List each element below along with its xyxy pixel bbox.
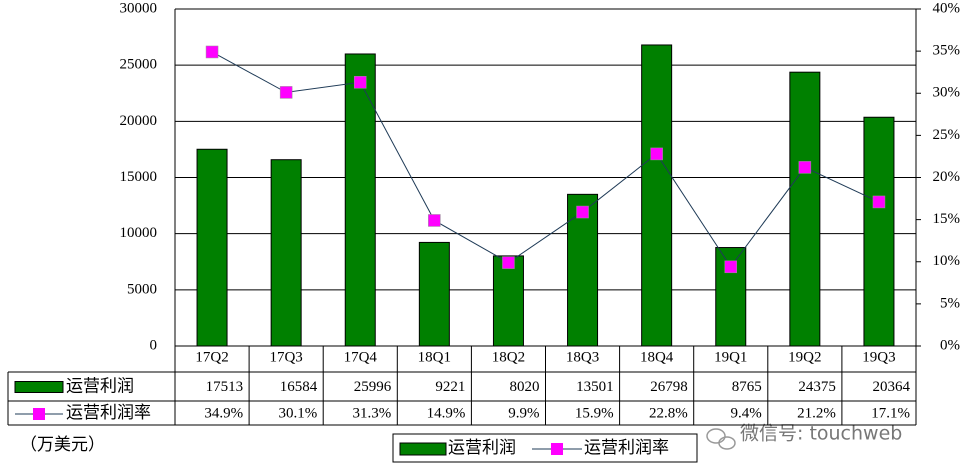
table-value: 17.1%: [871, 405, 910, 421]
y2-tick-label: 30%: [933, 85, 961, 101]
marker: [428, 214, 441, 227]
table-value: 17513: [206, 379, 244, 395]
table-legend-label: 运营利润率: [66, 403, 151, 422]
table-value: 24375: [798, 379, 836, 395]
x-tick-label: 18Q4: [640, 349, 674, 365]
table-value: 34.9%: [204, 405, 243, 421]
x-tick-label: 19Q2: [788, 349, 821, 365]
table-value: 26798: [650, 379, 688, 395]
table-value: 15.9%: [575, 405, 614, 421]
y2-tick-label: 20%: [933, 169, 961, 185]
table-value: 8765: [732, 379, 762, 395]
x-tick-label: 19Q1: [714, 349, 747, 365]
bar: [196, 148, 228, 347]
y2-tick-label: 15%: [933, 211, 961, 227]
bar: [418, 241, 450, 347]
marker: [872, 195, 886, 209]
bar: [344, 53, 376, 347]
marker: [576, 205, 589, 219]
table-value: 14.9%: [427, 405, 466, 421]
marker: [502, 256, 515, 269]
line: [211, 51, 880, 268]
table-value: 16584: [280, 379, 318, 395]
marker: [205, 45, 219, 59]
table-value: 21.2%: [797, 405, 836, 421]
y2-tick-label: 35%: [933, 43, 961, 59]
y-tick-label: 10000: [120, 225, 158, 241]
y2-tick-label: 25%: [933, 127, 961, 143]
table-value: 31.3%: [353, 405, 392, 421]
x-tick-label: 17Q4: [344, 349, 378, 365]
x-tick-label: 18Q2: [492, 349, 525, 365]
legend-key: [551, 443, 563, 455]
legend-key: [33, 408, 45, 420]
legend-key: [399, 442, 447, 456]
table-value: 8020: [510, 379, 540, 395]
table-value: 9221: [435, 379, 465, 395]
unit-label: （万美元）: [20, 435, 105, 454]
y-tick-label: 15000: [120, 169, 158, 185]
y2-tick-label: 10%: [933, 253, 961, 269]
table-value: 9.4%: [731, 405, 762, 421]
marker: [724, 260, 737, 274]
table-value: 25996: [354, 379, 392, 395]
table-legend-label: 运营利润: [66, 376, 134, 395]
table-value: 20364: [873, 379, 911, 395]
marker: [798, 161, 812, 174]
x-tick-label: 17Q2: [195, 349, 228, 365]
watermark-icon: [718, 436, 736, 450]
marker: [279, 86, 293, 99]
y2-tick-label: 0%: [940, 337, 960, 353]
legend-key: [14, 381, 64, 393]
bar: [641, 44, 673, 347]
x-tick-label: 19Q3: [862, 349, 895, 365]
x-tick-label: 17Q3: [269, 349, 302, 365]
table-value: 13501: [576, 379, 614, 395]
y-tick-label: 30000: [120, 0, 158, 16]
y2-tick-label: 40%: [933, 0, 961, 16]
watermark-text: 微信号: touchweb: [740, 423, 902, 445]
table-value: 9.9%: [508, 405, 539, 421]
bar: [492, 255, 524, 347]
y-tick-label: 5000: [127, 281, 157, 297]
legend-label: 运营利润: [448, 438, 516, 457]
legend-label: 运营利润率: [584, 438, 669, 457]
y-tick-label: 0: [150, 337, 158, 353]
x-tick-label: 18Q1: [418, 349, 451, 365]
bar: [863, 116, 895, 347]
table-value: 22.8%: [649, 405, 688, 421]
y-tick-label: 25000: [120, 57, 158, 73]
bar: [567, 193, 599, 347]
table-value: 30.1%: [278, 405, 317, 421]
watermark: 微信号: touchweb: [706, 423, 902, 450]
bar: [789, 71, 821, 347]
y-tick-label: 20000: [120, 113, 158, 129]
y2-tick-label: 5%: [940, 295, 960, 311]
marker: [650, 147, 663, 161]
watermark-icon: [706, 428, 726, 444]
bar: [270, 159, 302, 347]
marker: [354, 76, 367, 89]
x-tick-label: 18Q3: [566, 349, 599, 365]
